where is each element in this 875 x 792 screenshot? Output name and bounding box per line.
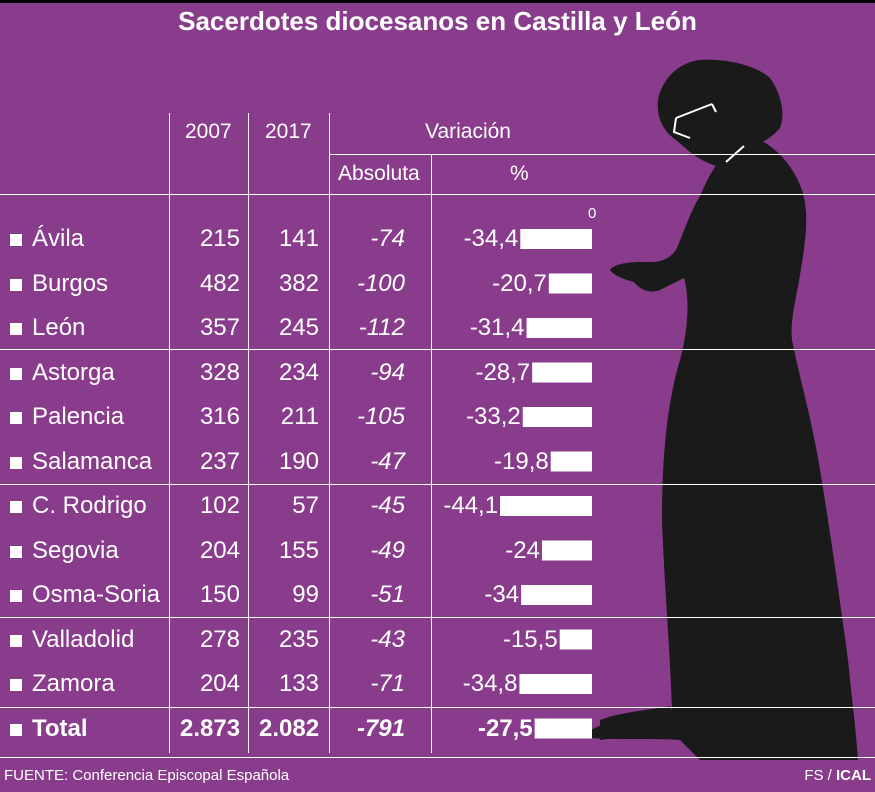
row-value-percent: -15,5: [502, 625, 558, 653]
row-label: Osma-Soria: [32, 581, 161, 608]
header-subline: [330, 154, 875, 155]
row-value-2017: 2.082: [259, 714, 320, 742]
row-value-2007: 150: [199, 581, 240, 608]
row-value-2007: 278: [199, 625, 240, 653]
bar-axis-zero: 0: [588, 205, 597, 222]
row-value-2007: 357: [199, 314, 240, 341]
row-value-2007: 237: [199, 447, 240, 475]
row-value-absolute: -94: [370, 358, 405, 386]
row-value-percent: -20,7: [492, 269, 547, 297]
row-label: Salamanca: [32, 447, 153, 475]
square-bullet-icon: [10, 634, 22, 647]
row-value-absolute: -45: [370, 492, 405, 519]
row-value-2007: 482: [199, 269, 240, 297]
row-value-2017: 190: [278, 447, 319, 475]
row-value-percent: -27,5: [477, 714, 533, 742]
row-value-2017: 234: [278, 358, 319, 386]
col-divider-2007: [169, 113, 170, 753]
row-value-2017: 99: [292, 581, 319, 608]
row-value-absolute: -74: [370, 225, 405, 252]
row-value-percent: -28,7: [475, 358, 531, 386]
square-bullet-icon: [10, 590, 22, 602]
row-value-2017: 211: [280, 403, 319, 430]
row-value-percent: -24: [505, 536, 540, 564]
row-label: Total: [32, 714, 88, 742]
col-divider-pct: [431, 155, 432, 753]
col-divider-var: [329, 113, 330, 753]
square-bullet-icon: [10, 545, 22, 558]
row-label: Ávila: [32, 225, 85, 252]
footer-credit: FS / ICAL: [804, 767, 871, 784]
row-value-2017: 141: [278, 225, 319, 252]
credit-author: FS: [804, 767, 824, 784]
square-bullet-icon: [10, 367, 22, 380]
row-value-2017: 155: [278, 536, 319, 564]
row-value-2007: 215: [199, 225, 240, 252]
group-divider-2: [0, 484, 875, 485]
row-value-2017: 235: [278, 625, 319, 653]
row-value-percent: -31,4: [469, 314, 525, 341]
total-divider: [0, 707, 875, 708]
group-divider-3: [0, 617, 875, 618]
row-label: Burgos: [32, 269, 109, 297]
row-value-2017: 133: [278, 670, 319, 697]
header-percent: %: [510, 162, 529, 185]
row-value-percent: -44,1: [443, 492, 499, 519]
square-bullet-icon: [10, 323, 22, 335]
square-bullet-icon: [10, 278, 22, 291]
row-label: Astorga: [32, 358, 115, 386]
row-label: Zamora: [32, 670, 115, 697]
row-value-2007: 102: [199, 492, 240, 519]
header-2017: 2017: [265, 120, 312, 143]
top-border: [0, 0, 875, 3]
row-value-absolute: -112: [358, 314, 405, 341]
credit-separator: /: [823, 767, 836, 784]
row-value-2017: 382: [278, 269, 319, 297]
row-value-absolute: -43: [370, 625, 405, 653]
row-label: Segovia: [32, 536, 119, 564]
square-bullet-icon: [10, 679, 22, 691]
row-value-absolute: -100: [356, 269, 405, 297]
row-value-2007: 2.873: [180, 714, 241, 742]
header-absolute: Absoluta: [338, 162, 420, 185]
header-bottomline: [0, 194, 875, 195]
row-value-absolute: -105: [356, 403, 405, 430]
row-label: León: [32, 314, 86, 341]
footer-divider: [0, 757, 875, 758]
row-value-2007: 204: [199, 536, 240, 564]
square-bullet-icon: [10, 501, 22, 513]
footer-source: FUENTE: Conferencia Episcopal Española: [4, 767, 290, 784]
row-value-2007: 204: [199, 670, 240, 697]
square-bullet-icon: [10, 234, 22, 246]
row-value-percent: -19,8: [494, 447, 549, 475]
row-value-absolute: -51: [370, 581, 405, 608]
row-label: Valladolid: [32, 625, 135, 653]
row-value-absolute: -71: [370, 670, 405, 697]
row-value-2017: 57: [292, 492, 319, 519]
row-value-2007: 328: [199, 358, 240, 386]
square-bullet-icon: [10, 723, 22, 736]
group-divider-1: [0, 349, 875, 350]
row-label: Palencia: [32, 403, 125, 430]
square-bullet-icon: [10, 412, 22, 424]
row-value-absolute: -791: [356, 714, 405, 742]
row-value-absolute: -49: [370, 536, 405, 564]
row-value-percent: -34,8: [462, 670, 518, 697]
row-value-2007: 316: [199, 403, 240, 430]
row-label: C. Rodrigo: [32, 492, 147, 519]
header-variation: Variación: [425, 120, 511, 143]
row-value-absolute: -47: [370, 447, 405, 475]
header-2007: 2007: [185, 120, 232, 143]
row-value-percent: -34: [484, 581, 520, 608]
row-value-percent: -33,2: [466, 403, 521, 430]
row-value-percent: -34,4: [463, 225, 519, 252]
square-bullet-icon: [10, 456, 22, 469]
row-value-2017: 245: [278, 314, 319, 341]
credit-agency: ICAL: [836, 767, 871, 784]
col-divider-2017: [248, 113, 249, 753]
chart-title: Sacerdotes diocesanos en Castilla y León: [178, 6, 697, 36]
